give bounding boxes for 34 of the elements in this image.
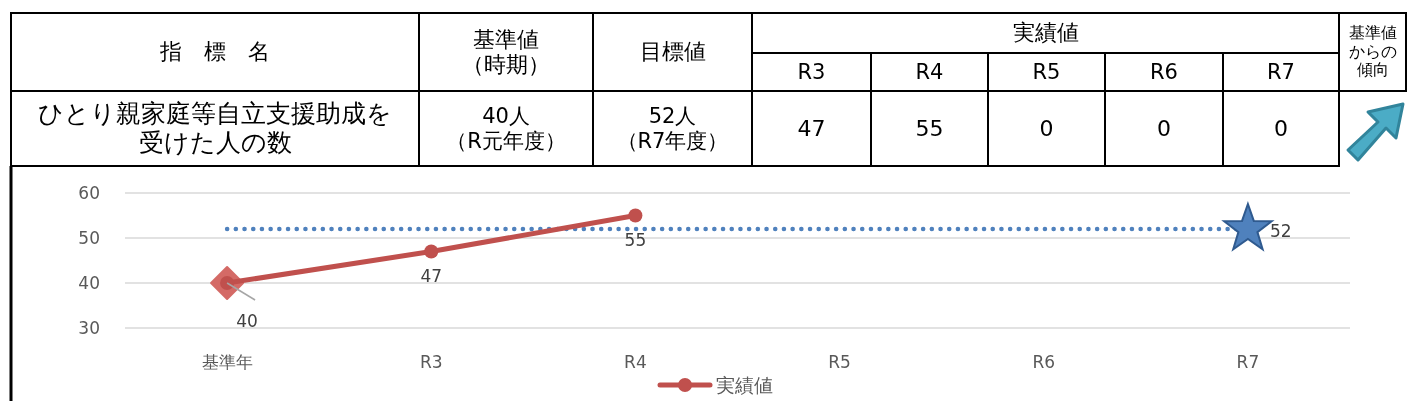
text: R7	[1267, 59, 1295, 85]
x-tick-label: R5	[828, 352, 851, 372]
text: 55	[915, 115, 944, 142]
x-tick-label: R6	[1032, 352, 1056, 372]
x-tick-label: R7	[1236, 352, 1260, 372]
text: 指 標 名	[160, 39, 270, 65]
text: 47	[797, 115, 826, 142]
text: R5	[1032, 59, 1061, 85]
data-label: 40	[236, 311, 258, 331]
data-label: 52	[1269, 221, 1292, 241]
text: 0	[1157, 115, 1171, 142]
text: 目標値	[639, 39, 706, 65]
text: R4	[915, 59, 944, 85]
text: 0	[1274, 115, 1288, 142]
text: 0	[1039, 115, 1054, 142]
text: 実績値	[1012, 20, 1079, 46]
text: ひとり親家庭等自立支援助成を受けた人の数	[37, 98, 393, 158]
legend: 実績値	[657, 374, 773, 396]
x-tick-label: R4	[624, 352, 647, 372]
text: 基準値からの傾向	[1347, 23, 1398, 80]
y-tick-label: 50	[78, 228, 100, 248]
text: R6	[1150, 59, 1178, 85]
text: 52人（R7年度）	[616, 104, 729, 153]
text: 40人（R元年度）	[446, 104, 566, 153]
data-label: 47	[420, 265, 443, 286]
x-tick-label: 基準年	[201, 352, 253, 372]
text: 基準値（時期）	[462, 26, 550, 78]
data-label: 55	[624, 229, 647, 250]
legend-label: 実績値	[716, 374, 773, 396]
y-tick-label: 60	[78, 183, 100, 203]
text: R3	[797, 59, 826, 85]
x-tick-label: R3	[419, 352, 443, 372]
y-tick-label: 30	[78, 318, 100, 338]
y-tick-label: 40	[78, 273, 100, 293]
